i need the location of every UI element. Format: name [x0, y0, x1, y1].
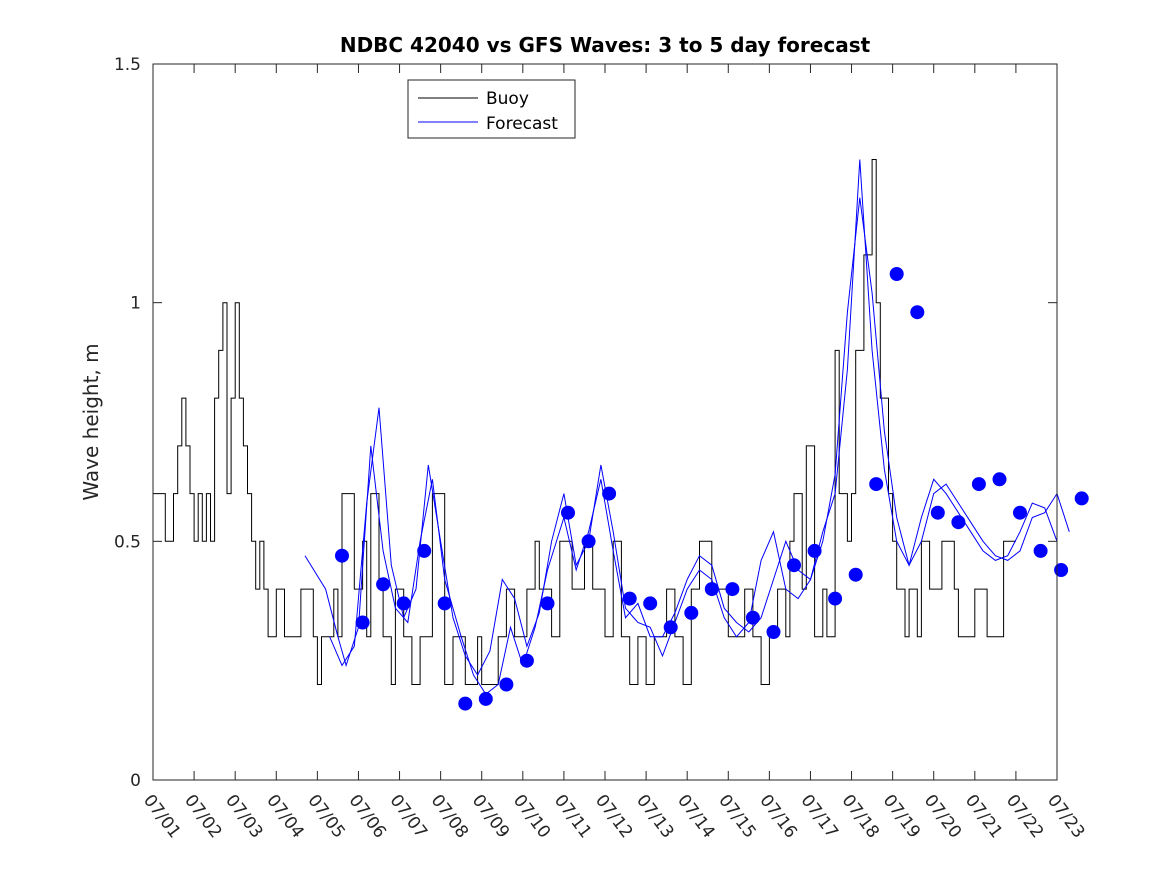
forecast-marker	[663, 620, 678, 635]
forecast-marker	[643, 596, 658, 611]
legend-box	[407, 79, 576, 139]
forecast-marker	[725, 582, 740, 597]
forecast-marker	[622, 591, 637, 606]
forecast-marker	[889, 267, 904, 281]
legend-label-buoy: Buoy	[486, 89, 529, 109]
forecast-marker	[437, 596, 452, 611]
forecast-marker	[602, 486, 617, 501]
plot-frame	[152, 63, 1058, 781]
forecast-marker	[992, 472, 1007, 487]
forecast-marker	[1033, 543, 1048, 558]
series-line-forecast-1	[304, 197, 1070, 695]
forecast-marker	[581, 534, 596, 549]
forecast-marker	[971, 477, 986, 492]
y-tick-label: 1	[130, 294, 141, 314]
forecast-marker	[766, 625, 781, 639]
forecast-marker	[335, 548, 349, 563]
forecast-marker	[561, 505, 575, 520]
forecast-marker	[828, 591, 843, 606]
plot-area	[153, 64, 1057, 780]
legend: Buoy Forecast	[407, 79, 576, 139]
chart-title: NDBC 42040 vs GFS Waves: 3 to 5 day fore…	[340, 33, 871, 57]
forecast-marker	[745, 610, 760, 625]
y-tick-label: 0	[130, 771, 141, 791]
forecast-marker	[540, 596, 555, 611]
forecast-marker	[910, 305, 925, 320]
forecast-marker	[396, 596, 411, 611]
forecast-marker	[951, 515, 966, 530]
forecast-marker	[458, 696, 473, 711]
forecast-marker	[930, 505, 945, 520]
y-axis-label: Wave height, m	[79, 343, 103, 500]
forecast-marker	[1074, 491, 1089, 506]
forecast-marker	[478, 691, 493, 706]
series-line-buoy	[153, 159, 1016, 685]
forecast-marker	[499, 677, 514, 692]
y-tick-label: 0.5	[114, 532, 141, 552]
forecast-marker	[807, 543, 822, 558]
forecast-marker	[1013, 505, 1027, 520]
legend-label-forecast: Forecast	[486, 114, 558, 134]
y-tick-label: 1.5	[114, 55, 141, 75]
forecast-marker	[684, 605, 699, 620]
forecast-marker	[417, 543, 432, 558]
forecast-marker	[869, 477, 884, 492]
forecast-marker	[355, 615, 370, 630]
forecast-marker	[519, 653, 534, 668]
forecast-marker	[376, 577, 391, 592]
forecast-marker	[704, 582, 719, 597]
forecast-marker	[1054, 563, 1069, 577]
marker-layer	[335, 267, 1089, 711]
forecast-marker	[848, 567, 863, 582]
forecast-marker	[787, 558, 801, 573]
